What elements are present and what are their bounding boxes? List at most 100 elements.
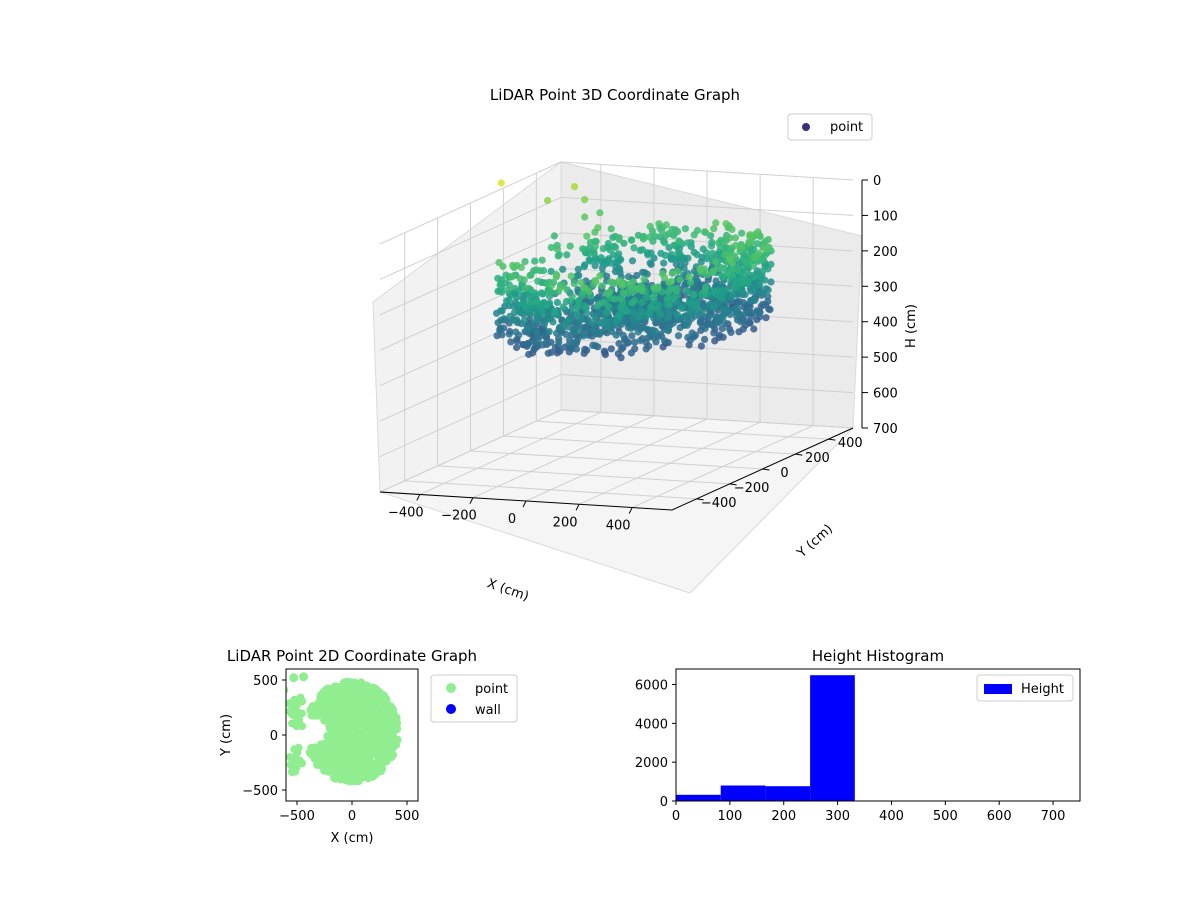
point-2d	[298, 697, 307, 706]
point-3d	[731, 305, 739, 313]
point-2d	[343, 728, 352, 737]
point-3d	[673, 311, 682, 319]
point-3d	[585, 256, 593, 264]
point-3d	[681, 259, 689, 267]
point-3d	[603, 322, 611, 330]
point-3d	[533, 310, 542, 318]
point-3d	[612, 331, 620, 339]
point-2d	[331, 739, 340, 748]
point-3d	[661, 251, 669, 259]
point-3d	[602, 309, 610, 317]
point-3d	[628, 257, 637, 265]
point-3d	[697, 342, 706, 350]
point-3d	[553, 298, 562, 307]
point-3d	[604, 302, 612, 310]
point-3d	[703, 249, 711, 257]
point-3d	[683, 321, 691, 329]
point-3d	[765, 305, 773, 313]
point-3d	[505, 281, 513, 289]
point-3d	[547, 282, 556, 290]
point-3d	[629, 288, 637, 296]
point-3d	[511, 284, 519, 292]
point-3d	[628, 299, 636, 307]
point-3d	[672, 287, 680, 295]
point-3d	[696, 266, 704, 274]
point-3d	[525, 292, 533, 300]
point-2d	[373, 696, 382, 705]
y-axis-label-2d: Y (cm)	[219, 714, 234, 757]
point-3d	[617, 354, 625, 362]
point-3d	[505, 296, 513, 304]
point-3d	[759, 244, 768, 252]
y-tick-label-3d: −400	[701, 496, 737, 511]
point-3d	[734, 266, 742, 274]
ticks-3d: −400 −200 0 200 400−400−20002004000100200300…	[379, 174, 898, 534]
point-3d	[652, 338, 660, 346]
point-3d	[630, 244, 638, 252]
point-3d	[756, 272, 764, 281]
point-3d	[611, 243, 620, 251]
point-3d	[663, 294, 672, 302]
point-3d	[531, 257, 539, 265]
point-3d	[647, 303, 655, 311]
point-3d	[570, 279, 578, 288]
point-3d	[727, 328, 735, 336]
y-tick-3d	[696, 498, 704, 501]
point-3d	[496, 307, 505, 315]
x-tick-3d	[416, 494, 421, 501]
point-3d	[709, 267, 718, 275]
point-3d	[494, 274, 502, 282]
point-3d	[673, 316, 682, 324]
point-3d	[703, 271, 711, 279]
point-3d	[722, 236, 730, 244]
point-3d	[533, 315, 541, 324]
point-3d	[674, 332, 683, 340]
point-3d	[560, 320, 568, 328]
point-3d	[711, 288, 719, 296]
point-3d	[544, 196, 552, 205]
point-3d	[513, 337, 521, 345]
point-2d	[341, 714, 350, 723]
point-3d	[579, 332, 588, 340]
point-3d	[547, 267, 555, 275]
point-3d	[629, 278, 637, 286]
point-3d	[619, 331, 628, 340]
legend-3d: point	[787, 113, 873, 141]
point-3d	[619, 289, 628, 297]
point-3d	[649, 293, 657, 302]
point-2d	[387, 753, 396, 762]
y-tick-label-3d: 200	[805, 451, 830, 466]
point-3d	[764, 286, 772, 294]
point-3d	[661, 239, 669, 247]
point-3d	[585, 287, 593, 295]
z-tick-label-3d: 300	[873, 280, 898, 295]
point-3d	[544, 349, 552, 357]
x-tick-label-3d: −400	[388, 505, 424, 520]
point-3d	[580, 263, 588, 271]
point-3d	[746, 232, 754, 240]
point-3d	[601, 351, 610, 359]
point-3d	[517, 263, 525, 271]
point-3d	[600, 258, 608, 267]
point-3d	[668, 269, 676, 277]
point-3d	[526, 271, 534, 279]
point-3d	[617, 303, 625, 311]
x-tick-label-3d: 200	[553, 515, 578, 530]
histogram-bars	[676, 675, 1079, 801]
point-2d	[323, 715, 332, 724]
legend-histogram-swatch	[984, 684, 1012, 694]
point-3d	[698, 309, 706, 317]
point-2d	[293, 716, 302, 725]
point-3d	[652, 327, 660, 335]
x-tick-label-3d: 400	[606, 519, 631, 534]
point-3d	[512, 328, 520, 336]
point-3d	[715, 264, 724, 273]
point-2d	[338, 684, 346, 693]
point-3d	[684, 333, 692, 342]
point-2d	[345, 701, 354, 710]
point-3d	[586, 238, 595, 247]
legend-2d-wall-label: wall	[475, 703, 501, 718]
point-3d	[618, 281, 626, 289]
point-3d	[524, 325, 532, 333]
point-3d	[625, 273, 633, 281]
